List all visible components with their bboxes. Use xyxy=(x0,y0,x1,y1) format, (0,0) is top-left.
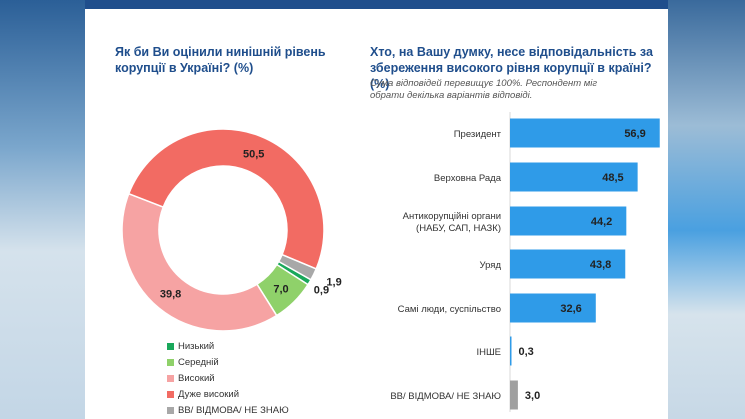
bar xyxy=(510,206,627,236)
legend-swatch xyxy=(167,358,174,366)
bar xyxy=(510,293,596,323)
legend-item: Низький xyxy=(167,338,289,354)
bar-category-label: Самі люди, суспільство xyxy=(398,304,501,315)
bar-value-label: 0,3 xyxy=(519,346,534,358)
legend-swatch xyxy=(167,374,174,382)
bar-value-label: 3,0 xyxy=(525,390,540,402)
bar-value-label: 32,6 xyxy=(560,303,581,315)
bar-category-label-line: Президент xyxy=(454,129,502,140)
bar-category-label: Уряд xyxy=(480,260,502,271)
legend-label: Низький xyxy=(178,340,215,352)
donut-chart-title: Як би Ви оцінили нинішній рівень корупці… xyxy=(115,45,326,75)
legend-item: Високий xyxy=(167,370,289,386)
slide: Як би Ви оцінили нинішній рівень корупці… xyxy=(85,0,668,419)
bar-category-label-line: Самі люди, суспільство xyxy=(398,304,501,315)
bar-category-label-line: (НАБУ, САП, НАЗК) xyxy=(416,223,501,234)
bar xyxy=(510,162,638,192)
background-left xyxy=(0,0,85,419)
bar xyxy=(510,380,518,410)
legend-swatch xyxy=(167,406,174,414)
legend-label: Високий xyxy=(178,372,215,384)
bar-category-label-line: Верховна Рада xyxy=(434,173,502,184)
donut-value-label: 7,0 xyxy=(273,284,288,296)
legend-label: Дуже високий xyxy=(178,388,240,400)
legend-swatch xyxy=(167,342,174,350)
donut-value-label: 1,9 xyxy=(326,276,341,288)
bar-value-label: 48,5 xyxy=(602,172,623,184)
bar-chart-title: Хто, на Вашу думку, несе відповідальніст… xyxy=(370,45,653,91)
donut-legend: Низький Середній Високий Дуже високий ВВ/ ВІ… xyxy=(167,338,289,418)
background-right xyxy=(665,0,745,419)
bar-chart-note: Сума відповідей перевищує 100%. Респонде… xyxy=(370,78,598,101)
bar-category-label-line: Уряд xyxy=(480,260,502,271)
donut-slice xyxy=(127,128,325,270)
bar xyxy=(510,118,660,148)
legend-item: Дуже високий xyxy=(167,386,289,402)
bar-category-label: ВВ/ ВІДМОВА/ НЕ ЗНАЮ xyxy=(390,391,501,402)
legend-label: Середній xyxy=(178,356,219,368)
legend-label: ВВ/ ВІДМОВА/ НЕ ЗНАЮ xyxy=(178,404,289,416)
donut-value-label: 39,8 xyxy=(160,289,181,301)
bar-value-label: 56,9 xyxy=(624,128,645,140)
bar-value-label: 44,2 xyxy=(591,216,612,228)
bar-category-label: ІНШЕ xyxy=(476,347,501,358)
bar-category-label: Верховна Рада xyxy=(434,173,502,184)
bar-category-label: Президент xyxy=(454,129,502,140)
slide-top-bar xyxy=(85,0,668,9)
bar-value-label: 43,8 xyxy=(590,259,611,271)
charts-canvas: 0,9 7,0 39,8 50,5 1,9 56,9 Президент 48,5 Верхов… xyxy=(121,112,660,412)
donut-slice xyxy=(277,253,318,281)
donut-value-label: 50,5 xyxy=(243,148,264,160)
bar xyxy=(510,249,626,279)
bar-category-label-line: ІНШЕ xyxy=(476,347,501,358)
bar-category-label-line: ВВ/ ВІДМОВА/ НЕ ЗНАЮ xyxy=(390,391,501,402)
donut-slice xyxy=(121,192,278,332)
bar-category-label: Антикорупційні органи (НАБУ, САП, НАЗК) xyxy=(403,211,501,234)
bar-category-label-line: Антикорупційні органи xyxy=(403,211,501,222)
legend-item: ВВ/ ВІДМОВА/ НЕ ЗНАЮ xyxy=(167,402,289,418)
legend-item: Середній xyxy=(167,354,289,370)
donut-value-label: 0,9 xyxy=(314,284,329,296)
bar xyxy=(510,336,512,366)
legend-swatch xyxy=(167,390,174,398)
